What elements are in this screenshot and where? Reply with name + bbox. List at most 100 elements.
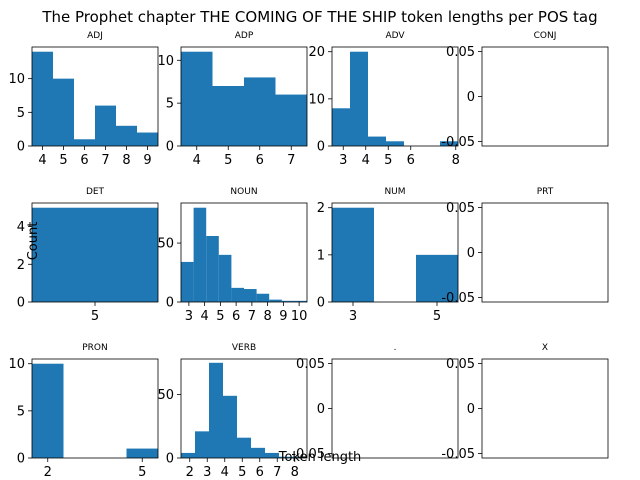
y-tick-label: -0.05 [441, 291, 475, 306]
x-tick-label: 3 [203, 465, 211, 480]
x-tick-label: 8 [452, 153, 460, 168]
y-tick-label: 0 [166, 452, 174, 467]
axes-frame [331, 358, 459, 459]
x-tick-label: 4 [200, 309, 208, 324]
y-tick-label: 2 [317, 201, 325, 216]
subplot-title: DET [86, 187, 105, 197]
x-tick-label: 5 [238, 465, 246, 480]
y-tick-label: -0.05 [441, 447, 475, 462]
axes-frame [331, 202, 459, 303]
x-tick-label: 2 [186, 465, 194, 480]
bar [275, 94, 307, 146]
bar [137, 132, 158, 146]
x-tick-label: 5 [91, 309, 99, 324]
bar [126, 448, 158, 458]
subplot-x: X -0.05 0 0.05 [441, 343, 609, 462]
bar [181, 51, 213, 146]
subplot-title: NUM [384, 187, 405, 197]
x-tick-label: 4 [193, 153, 201, 168]
subplot-title: ADV [385, 31, 405, 41]
bar [279, 456, 293, 458]
y-tick-label: 10 [308, 92, 325, 107]
bar [206, 236, 219, 302]
bar [32, 207, 158, 302]
x-tick-label: 5 [433, 309, 441, 324]
bar [195, 431, 209, 458]
axes-frame [481, 202, 609, 303]
subplot-punct: . -0.05 0 0.05 [291, 343, 459, 462]
y-tick-label: 0 [17, 140, 25, 155]
bar [218, 254, 232, 302]
axes-frame [180, 202, 308, 303]
subplot-title: . [394, 343, 397, 353]
subplot-noun: NOUN 3 4 5 6 7 8 9 10 0 50 [157, 187, 308, 324]
axes-frame [481, 46, 609, 147]
y-tick-label: 4 [17, 220, 25, 235]
bar [181, 452, 195, 458]
axes-frame [180, 358, 308, 459]
bar [350, 51, 368, 146]
x-tick-label: 7 [101, 153, 109, 168]
y-tick-label: 50 [157, 388, 174, 403]
subplot-conj: CONJ -0.05 0 0.05 [441, 31, 609, 150]
bar [231, 287, 244, 302]
axes-frame [331, 46, 459, 147]
subplot-pron: PRON 2 5 0 5 10 [8, 343, 159, 480]
x-tick-label: 9 [143, 153, 151, 168]
bar [181, 261, 194, 302]
subplot-adp: ADP 4 5 6 7 0 5 10 [157, 31, 308, 168]
bar [332, 108, 350, 146]
subplot-det: DET 5 0 2 4 [17, 187, 159, 324]
bar [332, 207, 374, 302]
x-tick-label: 6 [256, 153, 264, 168]
x-tick-label: 6 [80, 153, 88, 168]
y-tick-label: -0.05 [291, 447, 325, 462]
y-tick-label: -0.05 [441, 135, 475, 150]
y-tick-label: 0 [317, 402, 325, 417]
bar [416, 254, 458, 302]
x-tick-label: 4 [362, 153, 370, 168]
bar [32, 51, 53, 146]
y-tick-label: 5 [17, 404, 25, 419]
subplot-prt: PRT -0.05 0 0.05 [441, 187, 609, 306]
subplot-title: PRT [537, 187, 554, 197]
subplot-title: ADJ [87, 31, 103, 41]
bar [293, 456, 307, 458]
x-tick-label: 5 [216, 309, 224, 324]
y-tick-label: 0 [317, 296, 325, 311]
y-tick-label: 0.05 [296, 357, 325, 372]
x-tick-label: 9 [279, 309, 287, 324]
figure-title: The Prophet chapter THE COMING OF THE SH… [41, 8, 597, 26]
y-tick-label: 0 [467, 402, 475, 417]
y-tick-label: 2 [17, 258, 25, 273]
bar [95, 105, 116, 146]
bar [244, 289, 257, 302]
subplot-title: X [542, 343, 548, 353]
axes-frame [31, 46, 159, 147]
subplot-title: VERB [232, 343, 256, 353]
bar [281, 300, 295, 302]
bar [265, 452, 279, 458]
x-tick-label: 10 [291, 309, 308, 324]
x-tick-label: 4 [221, 465, 229, 480]
y-tick-label: 10 [157, 54, 174, 69]
y-tick-label: 0.05 [446, 201, 475, 216]
x-tick-label: 7 [287, 153, 295, 168]
y-tick-label: 50 [157, 237, 174, 252]
figure-xlabel: Token length [278, 450, 362, 465]
x-tick-label: 5 [224, 153, 232, 168]
subplot-title: PRON [82, 343, 108, 353]
bar [269, 299, 282, 302]
x-tick-label: 7 [248, 309, 256, 324]
bar [116, 125, 137, 146]
x-tick-label: 7 [273, 465, 281, 480]
x-tick-label: 6 [232, 309, 240, 324]
y-tick-label: 0.05 [446, 357, 475, 372]
bar [386, 141, 404, 146]
y-tick-label: 0.05 [446, 45, 475, 60]
x-tick-label: 6 [256, 465, 264, 480]
subplot-verb: VERB 2 3 4 5 6 7 8 0 50 [157, 343, 308, 480]
x-tick-label: 5 [59, 153, 67, 168]
